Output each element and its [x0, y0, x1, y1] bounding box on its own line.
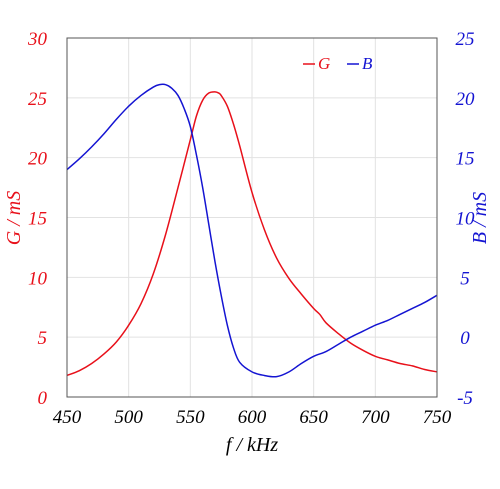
y-left-tick-label: 5	[38, 328, 48, 349]
y-right-tick-label: 5	[460, 268, 470, 289]
y-axis-title-left: G / mS	[3, 191, 25, 245]
y-left-tick-label: 15	[28, 209, 47, 230]
series-lines	[66, 83, 438, 378]
x-tick-label: 750	[423, 407, 452, 428]
x-tick-label: 600	[238, 407, 267, 428]
y-left-tick-label: 0	[38, 388, 48, 409]
series-line-b	[66, 83, 438, 378]
y-right-tick-label: -5	[457, 388, 473, 409]
y-left-tick-label: 20	[28, 149, 48, 170]
y-left-tick-label: 10	[28, 268, 48, 289]
x-tick-label: 700	[361, 407, 390, 428]
series-line-g	[66, 91, 438, 377]
legend-label-b: B	[362, 54, 373, 73]
y-right-tick-label: 25	[456, 29, 475, 50]
legend-label-g: G	[318, 54, 330, 73]
x-tick-label: 500	[114, 407, 143, 428]
y-axis-title-right: B / mS	[469, 192, 491, 244]
plot-frame	[66, 37, 438, 398]
grid-lines	[67, 38, 437, 397]
tick-labels: 450 500 550 600 650 700 750 0 5 10 15 20 25 30 -5 0 5 10 1…	[27, 29, 475, 428]
legend: G B	[303, 54, 373, 73]
y-left-tick-label: 30	[27, 29, 48, 50]
x-tick-label: 550	[176, 407, 205, 428]
plot-border	[66, 37, 438, 398]
y-left-tick-label: 25	[28, 89, 47, 110]
y-right-tick-label: 0	[460, 328, 470, 349]
x-tick-label: 650	[299, 407, 328, 428]
y-right-tick-label: 20	[456, 89, 476, 110]
x-tick-label: 450	[53, 407, 82, 428]
y-right-tick-label: 15	[456, 149, 475, 170]
x-axis-title: f / kHz	[226, 434, 278, 456]
y-right-tick-label: 10	[456, 209, 476, 230]
